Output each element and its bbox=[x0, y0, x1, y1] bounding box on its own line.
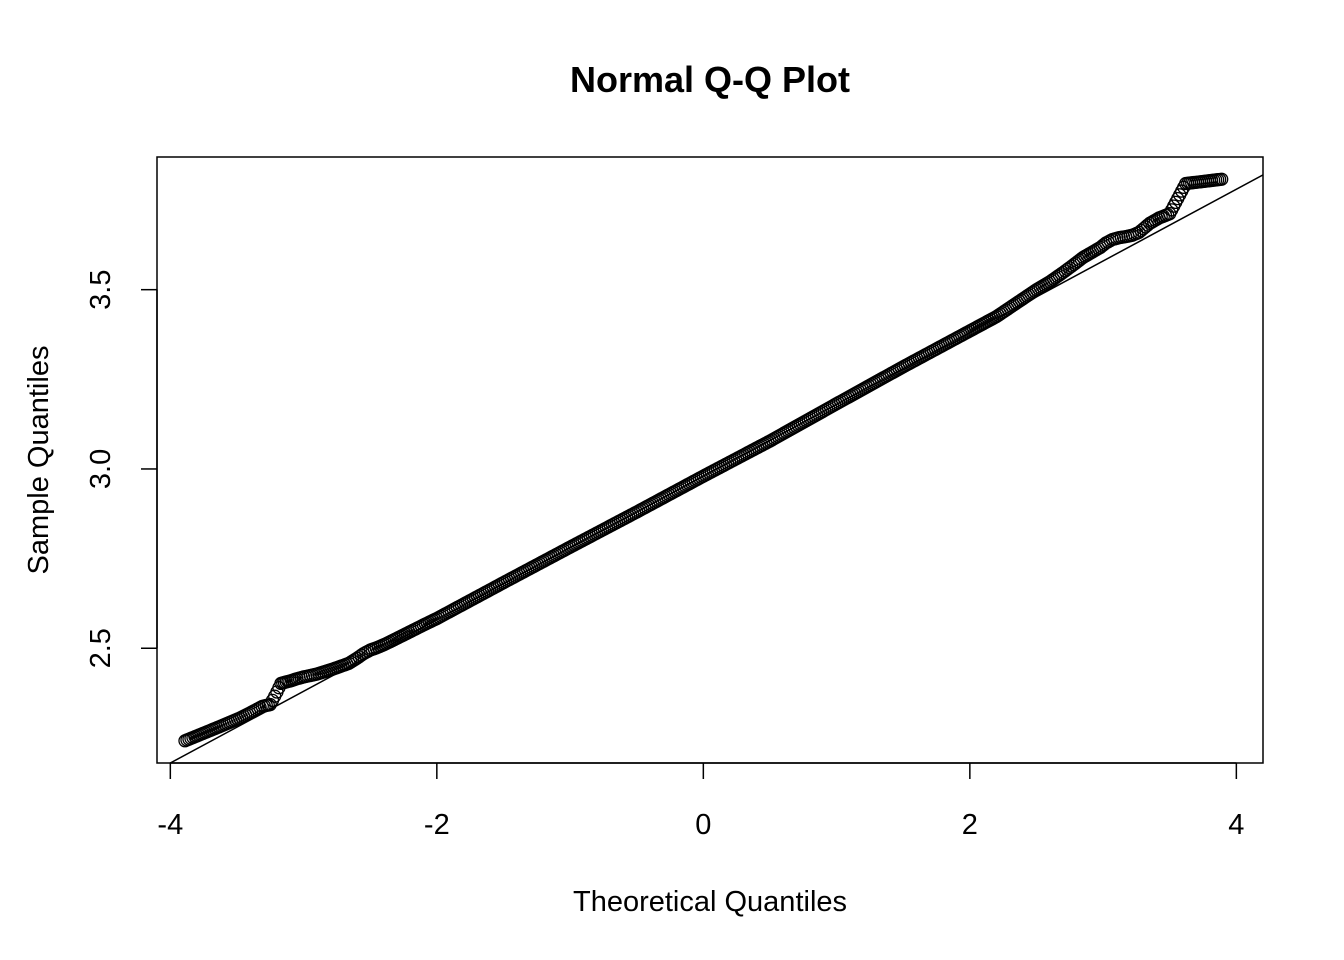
plot-area bbox=[168, 172, 1263, 763]
chart-title: Normal Q-Q Plot bbox=[570, 59, 850, 100]
x-tick-label: 4 bbox=[1228, 809, 1244, 841]
y-tick-label: 3.0 bbox=[85, 449, 117, 489]
x-tick-label: -4 bbox=[157, 809, 183, 841]
x-tick-label: -2 bbox=[424, 809, 450, 841]
x-tick-label: 0 bbox=[695, 809, 711, 841]
y-axis: 2.5 3.0 3.5 bbox=[85, 270, 158, 668]
y-tick-label: 3.5 bbox=[85, 270, 117, 310]
sample-point bbox=[1215, 172, 1229, 186]
x-axis-label: Theoretical Quantiles bbox=[573, 886, 847, 918]
y-axis-label: Sample Quantiles bbox=[23, 346, 55, 575]
x-axis: -4 -2 0 2 4 bbox=[157, 762, 1244, 841]
y-tick-label: 2.5 bbox=[85, 628, 117, 668]
x-tick-label: 2 bbox=[962, 809, 978, 841]
